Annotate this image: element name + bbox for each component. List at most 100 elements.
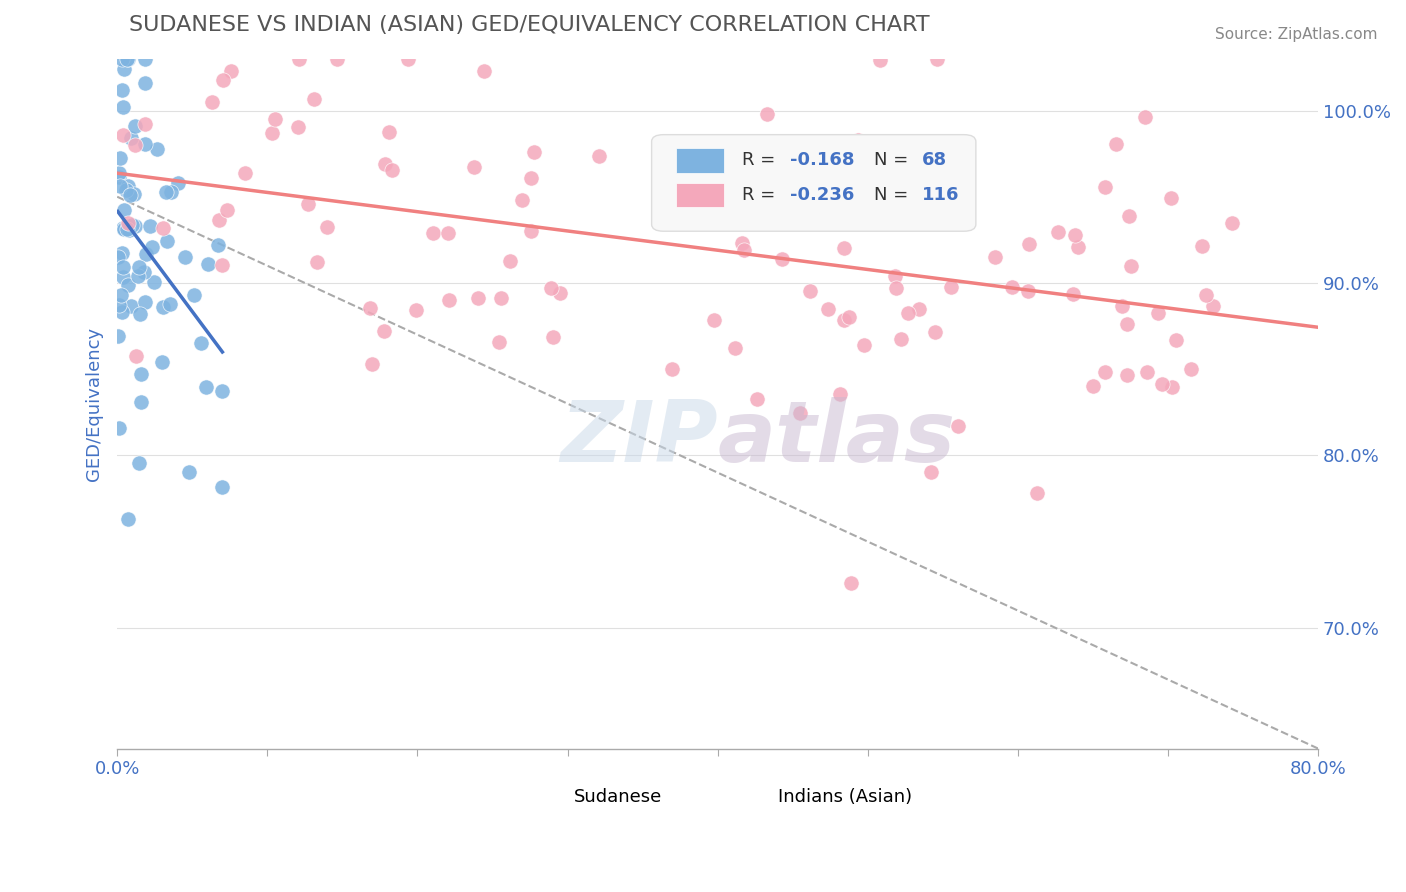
Point <box>302 92 325 106</box>
Point <box>111 82 134 96</box>
Point <box>141 240 163 254</box>
Point <box>1018 236 1040 251</box>
Text: atlas: atlas <box>717 397 956 480</box>
Text: -0.168: -0.168 <box>790 151 855 169</box>
Point <box>111 270 134 285</box>
Point <box>467 292 489 306</box>
Point <box>799 284 821 298</box>
Point <box>207 237 229 252</box>
Point <box>135 246 157 260</box>
Point <box>755 107 778 121</box>
Point <box>436 227 458 241</box>
Point <box>1180 361 1202 376</box>
Point <box>672 183 695 197</box>
Point <box>1083 379 1105 393</box>
Point <box>1062 286 1084 301</box>
Point <box>155 186 177 200</box>
FancyBboxPatch shape <box>531 787 561 807</box>
Point <box>1135 111 1157 125</box>
Point <box>1160 380 1182 394</box>
Point <box>489 291 512 305</box>
Point <box>828 387 851 401</box>
Point <box>925 52 948 66</box>
Point <box>190 335 212 350</box>
Point <box>111 246 134 260</box>
Point <box>832 241 855 255</box>
Text: Indians (Asian): Indians (Asian) <box>778 788 912 805</box>
Point <box>884 280 907 294</box>
Point <box>112 220 135 235</box>
Point <box>110 288 132 302</box>
Point <box>134 295 156 310</box>
Point <box>689 171 711 186</box>
Point <box>820 176 842 190</box>
Point <box>112 203 135 218</box>
Point <box>941 280 963 294</box>
Point <box>1119 259 1142 273</box>
Point <box>111 128 134 142</box>
Point <box>316 220 339 235</box>
Point <box>159 186 181 200</box>
Point <box>818 158 841 172</box>
Point <box>233 166 256 180</box>
Point <box>117 216 139 230</box>
Text: ZIP: ZIP <box>560 397 717 480</box>
Point <box>117 219 139 233</box>
Point <box>839 576 862 591</box>
Point <box>745 392 768 407</box>
Point <box>211 259 233 273</box>
Point <box>221 64 243 78</box>
Point <box>112 62 135 76</box>
Point <box>159 297 181 311</box>
Point <box>541 330 564 344</box>
Text: SUDANESE VS INDIAN (ASIAN) GED/EQUIVALENCY CORRELATION CHART: SUDANESE VS INDIAN (ASIAN) GED/EQUIVALEN… <box>129 15 929 35</box>
Point <box>134 265 156 279</box>
Point <box>128 307 150 321</box>
Point <box>128 456 150 470</box>
FancyBboxPatch shape <box>735 787 766 807</box>
Point <box>984 250 1007 264</box>
Point <box>143 275 166 289</box>
Point <box>1026 486 1049 500</box>
Point <box>946 419 969 434</box>
Point <box>817 302 839 317</box>
Point <box>520 224 543 238</box>
Point <box>150 354 173 368</box>
Point <box>120 299 142 313</box>
Point <box>211 73 233 87</box>
Point <box>112 260 135 274</box>
Point <box>108 169 131 184</box>
Point <box>183 287 205 301</box>
Point <box>1116 318 1139 332</box>
Point <box>849 210 872 224</box>
Point <box>145 142 167 156</box>
Point <box>1191 239 1213 253</box>
Text: -0.236: -0.236 <box>790 186 853 203</box>
Text: Sudanese: Sudanese <box>574 788 662 805</box>
Point <box>1136 365 1159 379</box>
Y-axis label: GED/Equivalency: GED/Equivalency <box>86 326 103 481</box>
Point <box>733 243 755 257</box>
Point <box>264 112 287 127</box>
Point <box>107 166 129 180</box>
Point <box>211 384 233 398</box>
Point <box>128 260 150 275</box>
Text: 116: 116 <box>922 186 959 203</box>
Point <box>1094 179 1116 194</box>
Point <box>117 178 139 193</box>
Point <box>373 324 395 338</box>
Point <box>152 300 174 314</box>
Point <box>709 189 731 203</box>
Point <box>297 197 319 211</box>
Point <box>134 52 156 66</box>
Point <box>208 212 231 227</box>
Text: R =: R = <box>742 151 780 169</box>
Point <box>832 312 855 326</box>
Point <box>117 512 139 526</box>
Text: N =: N = <box>873 186 914 203</box>
Point <box>125 349 148 363</box>
Point <box>108 298 131 312</box>
Point <box>422 227 444 241</box>
Text: Source: ZipAtlas.com: Source: ZipAtlas.com <box>1215 27 1378 42</box>
Point <box>127 268 149 283</box>
